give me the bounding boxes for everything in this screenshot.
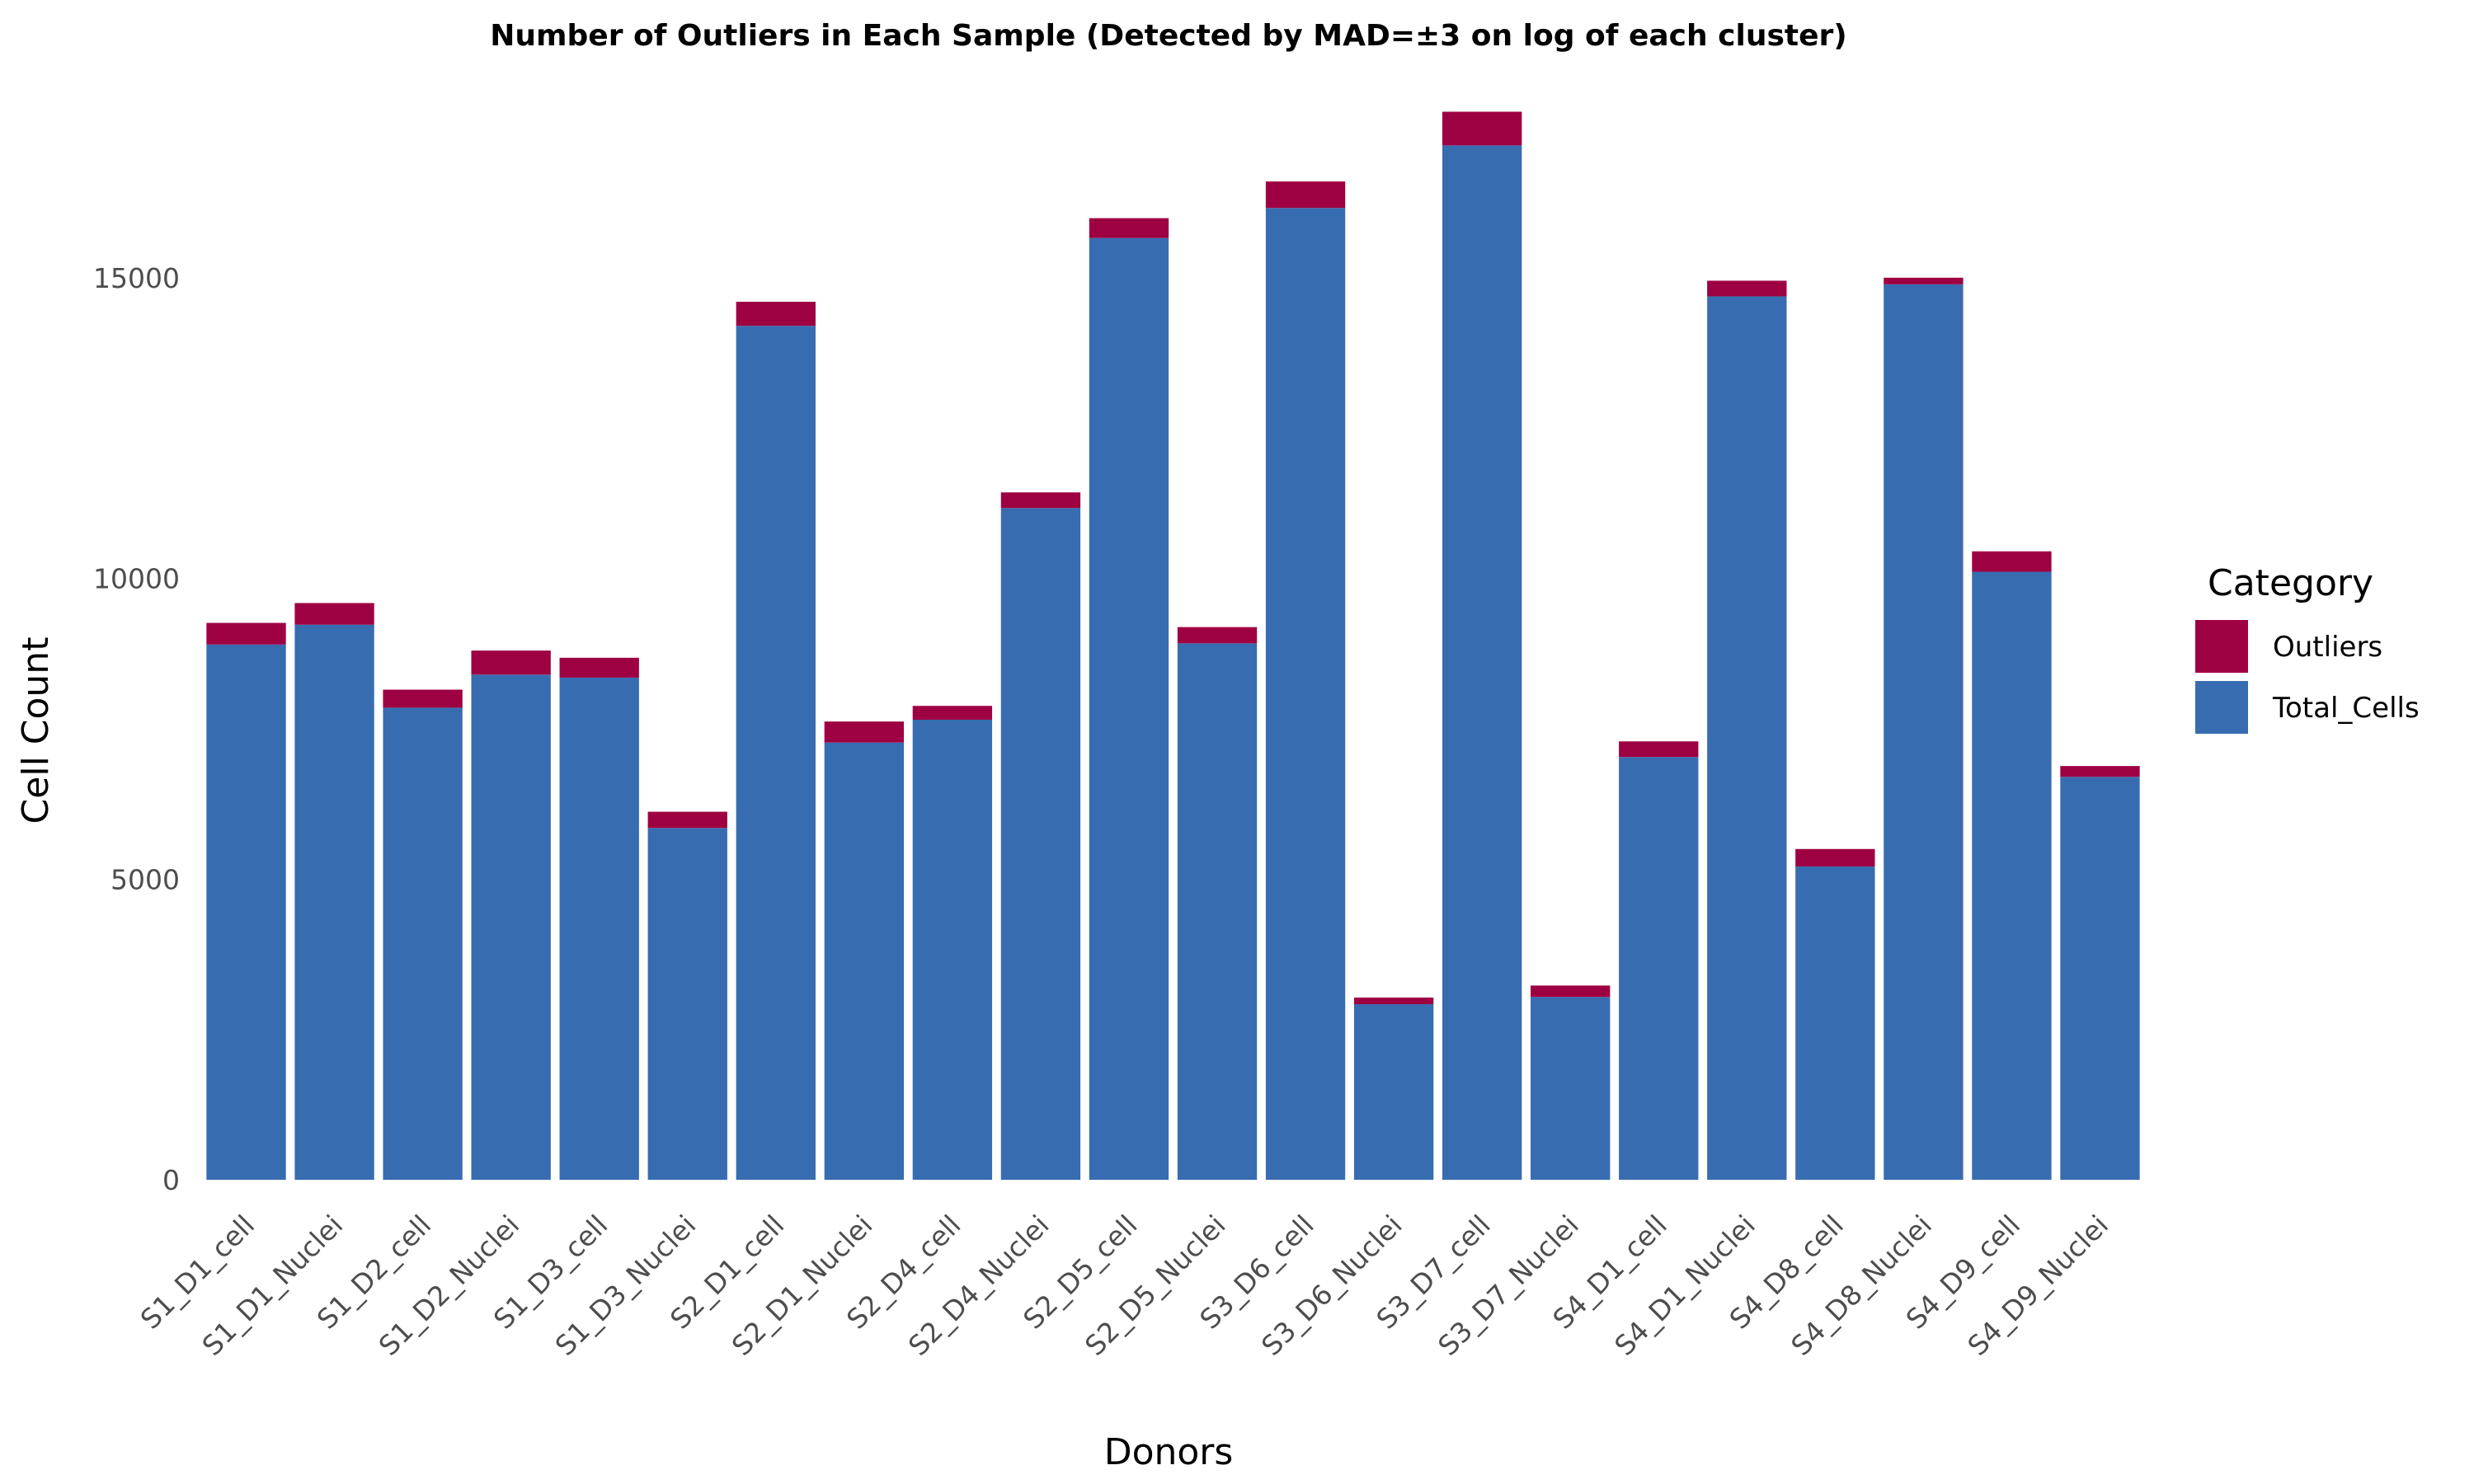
bar-total-cells: [471, 674, 551, 1180]
chart-title: Number of Outliers in Each Sample (Detec…: [490, 19, 1846, 53]
bar-total-cells: [824, 742, 905, 1180]
x-axis-title: Donors: [1104, 1431, 1234, 1473]
y-tick-label: 0: [162, 1164, 180, 1196]
bar-outliers: [1619, 741, 1699, 758]
bar-outliers: [824, 721, 905, 743]
bar-outliers: [647, 811, 727, 829]
bar-total-cells: [1089, 237, 1169, 1181]
bar-outliers: [206, 622, 286, 645]
y-tick-label: 15000: [93, 262, 180, 294]
bar-outliers: [1442, 111, 1522, 146]
bar-total-cells: [1442, 145, 1522, 1180]
legend-label: Total_Cells: [2272, 692, 2420, 725]
bar-total-cells: [1531, 997, 1611, 1180]
y-axis-title: Cell Count: [15, 637, 57, 824]
bar-total-cells: [294, 624, 374, 1180]
bars-group: [206, 111, 2140, 1181]
bar-outliers: [1000, 492, 1081, 509]
bar-total-cells: [1707, 296, 1787, 1181]
bar-outliers: [1795, 848, 1875, 866]
bar-outliers: [1707, 280, 1787, 297]
bar-total-cells: [1265, 208, 1346, 1180]
bar-total-cells: [1884, 284, 1964, 1181]
legend: Category Outliers Total_Cells: [2195, 562, 2420, 734]
bar-outliers: [1884, 277, 1964, 284]
bar-outliers: [1972, 551, 2052, 572]
bar-outliers: [1353, 997, 1434, 1005]
bar-outliers: [912, 706, 993, 720]
bar-total-cells: [912, 719, 993, 1180]
legend-label: Outliers: [2273, 631, 2382, 664]
bar-total-cells: [1795, 866, 1875, 1180]
bar-total-cells: [1972, 571, 2052, 1180]
bar-total-cells: [206, 644, 286, 1180]
bar-total-cells: [647, 828, 727, 1180]
bar-outliers: [1265, 181, 1346, 209]
bar-outliers: [736, 302, 816, 326]
legend-swatch: [2195, 681, 2248, 734]
bar-total-cells: [383, 707, 463, 1180]
bar-total-cells: [736, 326, 816, 1180]
bar-outliers: [2060, 766, 2140, 777]
bar-outliers: [383, 689, 463, 708]
bar-outliers: [1177, 627, 1258, 644]
y-tick-label: 10000: [93, 563, 180, 595]
y-tick-label: 5000: [111, 863, 180, 895]
bar-total-cells: [1619, 757, 1699, 1180]
y-axis-ticks: 0 5000 10000 15000: [93, 262, 180, 1196]
legend-title: Category: [2208, 562, 2373, 604]
bar-outliers: [559, 657, 639, 678]
bar-outliers: [1089, 218, 1169, 238]
legend-swatch: [2195, 620, 2248, 673]
bar-total-cells: [559, 677, 639, 1180]
bar-total-cells: [1353, 1004, 1434, 1180]
bar-total-cells: [1177, 643, 1258, 1180]
bar-outliers: [471, 650, 551, 675]
bar-total-cells: [2060, 777, 2140, 1180]
x-axis-ticks: S1_D1_cellS1_D1_NucleiS1_D2_cellS1_D2_Nu…: [134, 1209, 2114, 1362]
bar-outliers: [1531, 985, 1611, 998]
bar-outliers: [294, 603, 374, 625]
bar-total-cells: [1000, 508, 1081, 1180]
